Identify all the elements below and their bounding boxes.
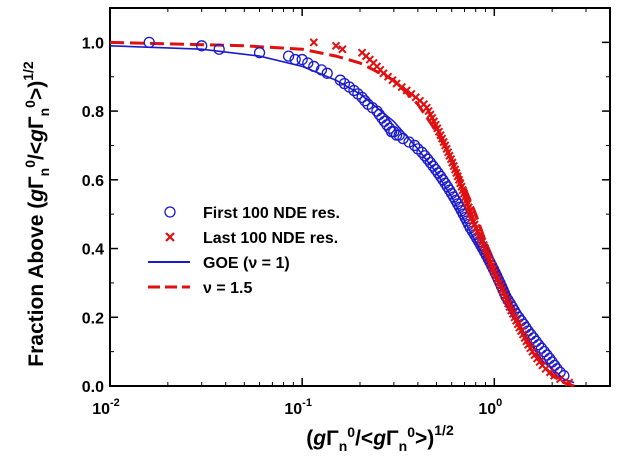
data-point-x: [392, 79, 401, 88]
plot-frame: [109, 7, 611, 387]
data-point-circle: [348, 84, 360, 97]
data-point-circle: [356, 91, 368, 103]
y-tick-label: 0.2: [82, 310, 104, 327]
data-point-circle: [409, 139, 421, 152]
data-point-x: [338, 45, 347, 54]
data-point-x: [564, 378, 574, 387]
data-point-x: [550, 371, 559, 380]
data-point-x: [555, 374, 565, 384]
legend: First 100 NDE res. Last 100 NDE res. GOE (…: [130, 200, 340, 310]
data-point-circle: [376, 112, 388, 124]
data-point-circle: [308, 60, 320, 73]
data-point-circle: [359, 95, 371, 107]
data-point-circle: [302, 57, 314, 69]
y-tick-label: 0.4: [82, 242, 104, 259]
y-tick-label: 0.8: [82, 104, 104, 121]
data-point-circle: [390, 129, 403, 141]
legend-label: First 100 NDE res.: [203, 205, 340, 222]
y-tick-label: 1.0: [82, 35, 104, 52]
x-tick-label: 10-2: [92, 397, 120, 418]
data-point-circle: [535, 342, 548, 354]
legend-box: [130, 200, 295, 310]
legend-marker-x: [165, 232, 175, 242]
data-point-x: [309, 38, 319, 47]
y-axis-label: Fraction Above (gΓn0/<gΓn0>)1/2: [20, 61, 52, 367]
data-point-circle: [315, 64, 328, 76]
x-axis-label: (gΓn0/<gΓn0>)1/2: [306, 422, 454, 454]
data-point-circle: [416, 146, 428, 158]
x-tick-label: 10-1: [284, 397, 312, 418]
data-point-circle: [543, 352, 556, 365]
data-point-circle: [196, 40, 208, 52]
data-point-circle: [554, 366, 566, 378]
data-point-circle: [373, 108, 385, 121]
data-point-circle: [548, 359, 561, 372]
data-point-circle: [321, 67, 333, 79]
axes: 0.0 0.2 0.4 0.6 0.8 1.0 10-2 10-1 100: [82, 7, 611, 418]
data-point-circle: [393, 129, 405, 141]
data-point-circle: [378, 115, 391, 128]
data-point-circle: [289, 53, 301, 66]
legend-label: ν = 1.5: [203, 280, 252, 297]
data-point-circle: [412, 143, 424, 155]
data-point-circle: [296, 53, 308, 66]
y-tick-label: 0.0: [82, 379, 104, 396]
x-tick-label: 100: [478, 397, 502, 418]
data-marks: [109, 36, 575, 388]
data-point-circle: [558, 370, 570, 382]
legend-label: Last 100 NDE res.: [203, 230, 338, 247]
legend-marker-circle: [164, 206, 176, 218]
data-point-circle: [143, 36, 155, 49]
data-point-circle: [282, 50, 295, 62]
data-point-circle: [527, 332, 540, 344]
data-point-circle: [213, 43, 225, 55]
data-point-circle: [419, 150, 431, 162]
data-point-circle: [522, 325, 534, 337]
data-point-circle: [403, 136, 415, 148]
legend-label: GOE (ν = 1): [203, 255, 290, 272]
data-point-x: [331, 41, 341, 51]
y-tick-label: 0.6: [82, 173, 104, 190]
data-point-x: [397, 82, 406, 92]
data-point-circle: [422, 153, 434, 165]
data-point-circle: [397, 132, 409, 145]
data-point-circle: [253, 47, 266, 59]
